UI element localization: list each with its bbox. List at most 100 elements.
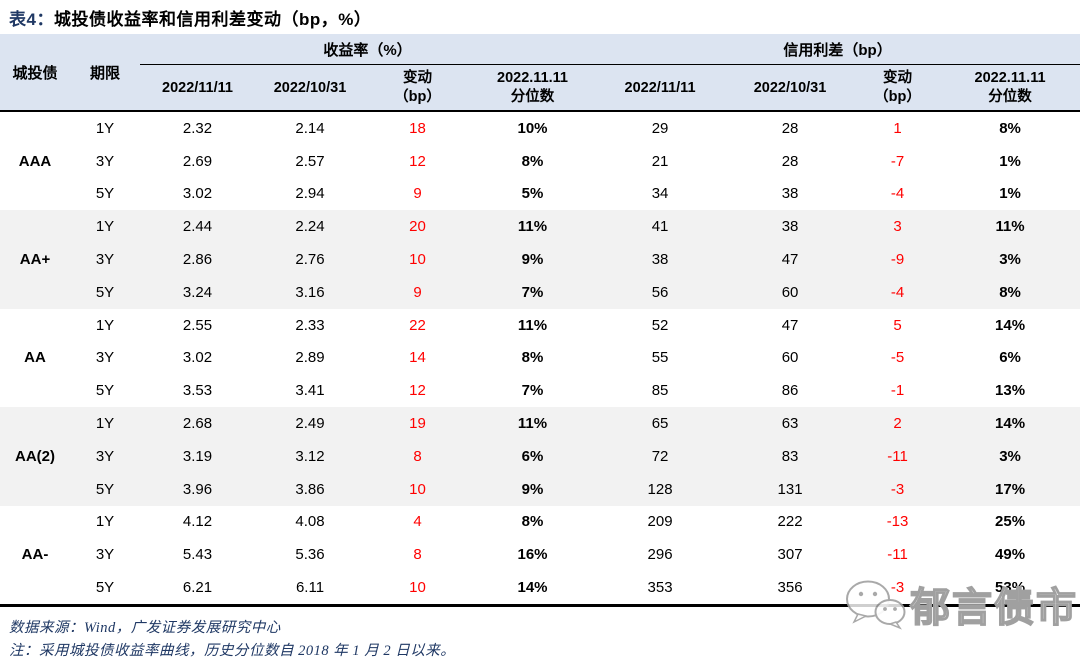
cell-s1: 52 bbox=[651, 316, 669, 334]
cell-y1: 3.53 bbox=[182, 382, 213, 400]
cell-ychg: 12 bbox=[409, 382, 426, 400]
table-body: AAA 1Y 2.32 2.14 18 10% 29 28 1 8% 3Y 2.69 2.57 12 8% 2… bbox=[0, 111, 1080, 606]
cell-spct: 6% bbox=[999, 349, 1021, 367]
table-footnotes: 数据来源：Wind，广发证券发展研究中心 注：采用城投债收益率曲线，历史分位数自… bbox=[9, 617, 1080, 660]
cell-spct: 13% bbox=[995, 382, 1026, 400]
cell-schg: -7 bbox=[890, 152, 905, 170]
table-row: AA- 1Y 4.12 4.08 4 8% 209 222 -13 25% bbox=[0, 506, 1080, 563]
cell-ypct: 9% bbox=[470, 472, 596, 506]
cell-y0: 2.49 bbox=[255, 407, 365, 440]
table-row: 5Y 6.21 6.11 10 14% 353 356 -3 53% bbox=[0, 571, 1080, 605]
cell-ychg: 10 bbox=[365, 243, 470, 276]
cell-ychg: 8 bbox=[365, 439, 470, 473]
cell-ychg: 9 bbox=[413, 185, 422, 203]
cell-spct: 8% bbox=[940, 275, 1080, 309]
tenor-label: 5Y bbox=[95, 382, 115, 400]
table-caption-text: 城投债收益率和信用利差变动（bp，%） bbox=[53, 10, 372, 29]
col-header-yield-percentile: 2022.11.11 分位数 bbox=[470, 64, 596, 111]
cell-spct: 49% bbox=[995, 546, 1026, 564]
cell-ychg: 8 bbox=[413, 546, 422, 564]
cell-y0: 3.16 bbox=[255, 275, 365, 309]
table-row: AA(2) 1Y 2.68 2.49 19 11% 65 63 2 14% bbox=[0, 407, 1080, 506]
cell-y0: 3.41 bbox=[295, 382, 325, 400]
cell-s0: 307 bbox=[777, 546, 803, 564]
cell-y0: 3.86 bbox=[255, 472, 365, 506]
cell-y1: 3.02 bbox=[182, 185, 213, 203]
cell-y0: 2.24 bbox=[255, 210, 365, 244]
table-caption: 表4：城投债收益率和信用利差变动（bp，%） bbox=[0, 0, 1080, 34]
cell-spct: 14% bbox=[940, 407, 1080, 440]
data-source-note: 数据来源：Wind，广发证券发展研究中心 bbox=[9, 619, 281, 636]
cell-s1: 296 bbox=[647, 546, 673, 564]
tenor-label: 5Y bbox=[95, 579, 115, 597]
cell-spct: 1% bbox=[999, 185, 1021, 203]
cell-y1: 2.86 bbox=[140, 243, 255, 276]
cell-s1: 209 bbox=[647, 513, 673, 531]
cell-ychg: 10 bbox=[365, 472, 470, 506]
cell-ypct: 9% bbox=[470, 243, 596, 276]
tenor-label: 1Y bbox=[95, 316, 115, 334]
col-header-rating: 城投债 bbox=[0, 34, 70, 111]
yield-group-header: 收益率（%） bbox=[140, 34, 596, 65]
cell-s0: 28 bbox=[781, 152, 799, 170]
cell-s1: 34 bbox=[651, 185, 669, 203]
cell-schg: -4 bbox=[855, 275, 941, 309]
cell-schg: 2 bbox=[855, 407, 941, 440]
table-row: 3Y 3.19 3.12 8 6% 72 83 -11 3% bbox=[0, 439, 1080, 473]
cell-y1: 3.24 bbox=[140, 275, 255, 309]
rating-label: AA+ bbox=[0, 210, 70, 309]
cell-s0: 86 bbox=[781, 382, 799, 400]
cell-y0: 2.89 bbox=[295, 349, 325, 367]
cell-s1: 128 bbox=[595, 472, 726, 506]
cell-s0: 222 bbox=[777, 513, 803, 531]
table-row: 3Y 5.43 5.36 8 16% 296 307 -11 49% bbox=[0, 538, 1080, 571]
cell-s0: 60 bbox=[781, 349, 799, 367]
cell-s1: 72 bbox=[595, 439, 726, 473]
cell-schg: -3 bbox=[855, 472, 941, 506]
table-row: 5Y 3.02 2.94 9 5% 34 38 -4 1% bbox=[0, 178, 1080, 211]
col-header-line1: 变动 bbox=[883, 69, 913, 86]
tenor-label: 3Y bbox=[95, 152, 115, 170]
cell-schg: -13 bbox=[886, 513, 909, 531]
cell-s1: 38 bbox=[595, 243, 726, 276]
tenor-label: 1Y bbox=[70, 210, 140, 244]
table-row: 5Y 3.53 3.41 12 7% 85 86 -1 13% bbox=[0, 374, 1080, 407]
cell-ypct: 5% bbox=[521, 185, 544, 203]
cell-y0: 2.94 bbox=[295, 185, 325, 203]
rating-label: AAA bbox=[18, 152, 52, 170]
cell-y0: 4.08 bbox=[295, 513, 325, 531]
col-header-line1: 变动 bbox=[403, 69, 432, 86]
cell-schg: -3 bbox=[890, 579, 905, 597]
col-header-spread-date0: 2022/10/31 bbox=[725, 64, 856, 111]
col-header-yield-date0: 2022/10/31 bbox=[255, 64, 365, 111]
cell-s1: 353 bbox=[647, 579, 673, 597]
tenor-label: 3Y bbox=[70, 243, 140, 276]
rating-label: AA(2) bbox=[0, 407, 70, 506]
col-header-line1: 2022.11.11 bbox=[974, 69, 1046, 86]
cell-ychg: 22 bbox=[409, 316, 426, 334]
cell-s0: 83 bbox=[725, 439, 856, 473]
cell-ypct: 11% bbox=[470, 210, 596, 244]
cell-y1: 5.43 bbox=[182, 546, 213, 564]
cell-ychg: 9 bbox=[365, 275, 470, 309]
col-header-line2: 分位数 bbox=[988, 88, 1032, 105]
cell-y0: 5.36 bbox=[295, 546, 325, 564]
table-row: AA+ 1Y 2.44 2.24 20 11% 41 38 3 11% bbox=[0, 210, 1080, 309]
cell-y1: 3.96 bbox=[140, 472, 255, 506]
tenor-label: 1Y bbox=[70, 407, 140, 440]
cell-schg: -9 bbox=[855, 243, 941, 276]
cell-schg: -11 bbox=[855, 439, 941, 473]
cell-spct: 1% bbox=[999, 152, 1021, 170]
yield-spread-table: 城投债 期限 收益率（%） 信用利差（bp） 2022/11/11 2022/1… bbox=[0, 34, 1080, 607]
cell-y1: 2.68 bbox=[140, 407, 255, 440]
cell-spct: 3% bbox=[940, 439, 1080, 473]
cell-ypct: 7% bbox=[470, 275, 596, 309]
cell-schg: -5 bbox=[890, 349, 905, 367]
table-row: 5Y 3.24 3.16 9 7% 56 60 -4 8% bbox=[0, 275, 1080, 309]
cell-schg: -1 bbox=[890, 382, 905, 400]
tenor-label: 3Y bbox=[70, 439, 140, 473]
cell-ychg: 14 bbox=[409, 349, 426, 367]
tenor-label: 3Y bbox=[95, 349, 115, 367]
cell-spct: 53% bbox=[995, 579, 1026, 597]
